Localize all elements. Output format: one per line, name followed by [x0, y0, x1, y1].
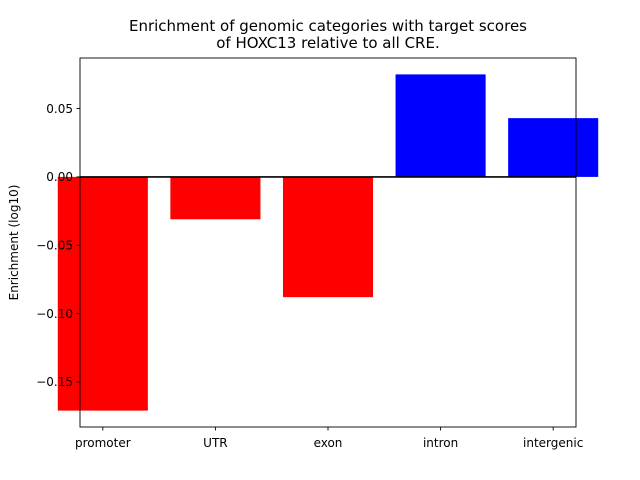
x-tick-label-promoter: promoter — [75, 436, 131, 450]
y-tick-label: 0.05 — [46, 102, 73, 116]
bar-intron — [395, 74, 486, 177]
bar-promoter — [57, 176, 148, 411]
y-axis-label: Enrichment (log10) — [7, 185, 21, 301]
x-axis: promoter UTR exon intron intergenic — [75, 427, 583, 450]
bar-intergenic — [508, 118, 599, 177]
x-tick-label-exon: exon — [314, 436, 343, 450]
y-tick-label: −0.05 — [36, 239, 73, 253]
chart-title-line: Enrichment of genomic categories with ta… — [129, 17, 527, 35]
bar-exon — [282, 176, 374, 298]
bar-UTR — [170, 176, 261, 220]
y-tick-label: −0.10 — [36, 307, 73, 321]
y-tick-label: −0.15 — [36, 375, 73, 389]
chart-title: Enrichment of genomic categories with ta… — [129, 17, 527, 52]
x-tick-label-intron: intron — [423, 436, 458, 450]
chart-title-line: of HOXC13 relative to all CRE. — [216, 34, 439, 52]
y-tick-label: 0.00 — [46, 170, 73, 184]
bars — [57, 74, 599, 411]
x-tick-label-UTR: UTR — [203, 436, 227, 450]
x-tick-label-intergenic: intergenic — [523, 436, 583, 450]
y-axis: −0.15 −0.10 −0.05 0.00 0.05 — [36, 102, 80, 389]
